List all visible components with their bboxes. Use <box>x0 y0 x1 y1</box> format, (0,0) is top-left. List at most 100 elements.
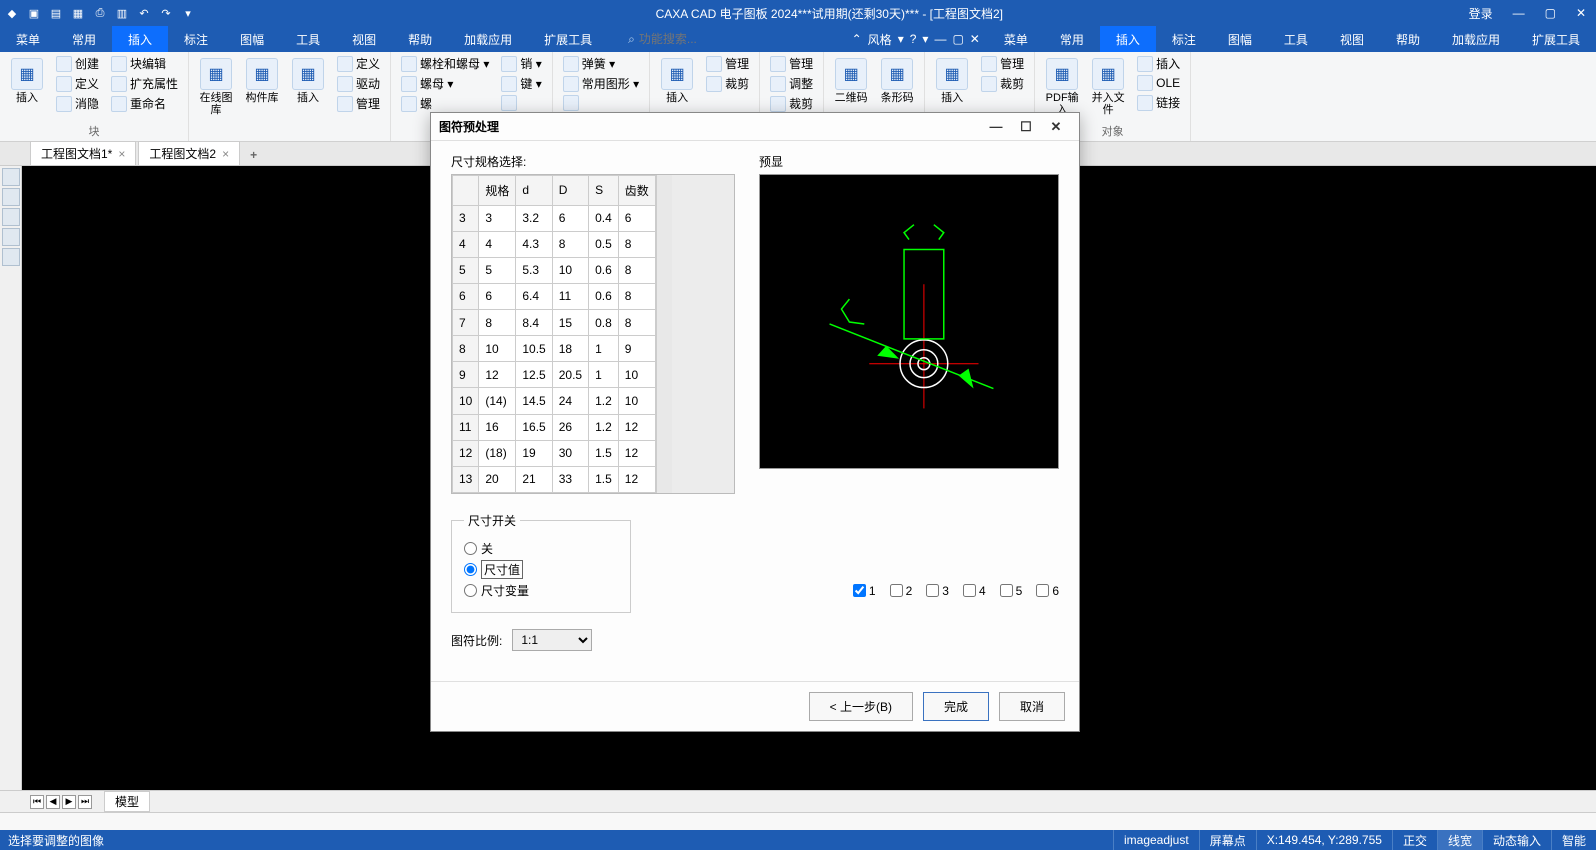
table-cell[interactable]: 5 <box>479 257 516 283</box>
table-row[interactable]: 788.4150.88 <box>453 310 656 336</box>
tool-icon[interactable] <box>2 188 20 206</box>
ribbon-small-button[interactable]: 管理 <box>702 54 753 73</box>
menu-item-3[interactable]: 标注 <box>168 26 224 52</box>
status-lineweight[interactable]: 线宽 <box>1437 830 1482 850</box>
ribbon-small-button[interactable]: 常用图形 ▾ <box>559 74 643 93</box>
table-cell[interactable]: 8 <box>618 283 655 309</box>
dialog-maximize-icon[interactable]: ☐ <box>1011 119 1041 135</box>
table-cell[interactable]: 18 <box>552 336 588 362</box>
ribbon-big-button[interactable]: ▦插入 <box>6 54 48 104</box>
view-check-4[interactable]: 4 <box>963 584 986 598</box>
ribbon-small-button[interactable]: 插入 <box>1133 54 1184 73</box>
style-dropdown[interactable]: ⌃风格▾ ?▾ — ▢ ✕ <box>844 31 988 48</box>
table-row[interactable]: 12(18)19301.512 <box>453 440 656 466</box>
table-cell[interactable]: 14.5 <box>516 388 552 414</box>
qat-open-icon[interactable]: ▤ <box>48 5 64 21</box>
table-cell[interactable]: 20.5 <box>552 362 588 388</box>
status-screen[interactable]: 屏幕点 <box>1199 830 1256 850</box>
menu-item[interactable]: 帮助 <box>1380 26 1436 52</box>
ribbon-small-button[interactable]: 块编辑 <box>107 54 182 73</box>
doc-close-icon[interactable]: ✕ <box>970 32 980 46</box>
table-cell[interactable]: 5.3 <box>516 257 552 283</box>
view-check-2[interactable]: 2 <box>890 584 913 598</box>
table-row[interactable]: 81010.51819 <box>453 336 656 362</box>
ribbon-small-button[interactable]: 创建 <box>52 54 103 73</box>
ribbon-small-button[interactable]: 驱动 <box>333 74 384 93</box>
menu-item[interactable]: 插入 <box>1100 26 1156 52</box>
ribbon-small-button[interactable]: 定义 <box>333 54 384 73</box>
qat-preview-icon[interactable]: ▥ <box>114 5 130 21</box>
table-cell[interactable]: 5 <box>453 257 479 283</box>
nav-last-icon[interactable]: ⏭ <box>78 795 92 809</box>
ribbon-small-button[interactable]: 调整 <box>766 74 817 93</box>
table-cell[interactable]: 8 <box>618 257 655 283</box>
menu-item[interactable]: 标注 <box>1156 26 1212 52</box>
table-row[interactable]: 333.260.46 <box>453 205 656 231</box>
menu-item-6[interactable]: 视图 <box>336 26 392 52</box>
ribbon-big-button[interactable]: ▦在线图库 <box>195 54 237 116</box>
search-input[interactable] <box>639 32 739 46</box>
table-cell[interactable]: 4.3 <box>516 231 552 257</box>
table-row[interactable]: 10(14)14.5241.210 <box>453 388 656 414</box>
menu-item-7[interactable]: 帮助 <box>392 26 448 52</box>
doc-tab[interactable]: 工程图文档2× <box>138 141 240 165</box>
close-icon[interactable]: ✕ <box>1570 4 1592 22</box>
menu-item-4[interactable]: 图幅 <box>224 26 280 52</box>
doc-minimize-icon[interactable]: — <box>934 32 946 46</box>
minimize-icon[interactable]: — <box>1507 4 1531 22</box>
login-button[interactable]: 登录 <box>1463 3 1499 24</box>
ribbon-big-button[interactable]: ▦并入文件 <box>1087 54 1129 116</box>
table-cell[interactable]: 19 <box>516 440 552 466</box>
status-dynamic[interactable]: 动态输入 <box>1482 830 1551 850</box>
table-cell[interactable]: 6 <box>552 205 588 231</box>
nav-first-icon[interactable]: ⏮ <box>30 795 44 809</box>
back-button[interactable]: < 上一步(B) <box>809 692 913 721</box>
table-cell[interactable]: 12 <box>453 440 479 466</box>
table-cell[interactable]: 7 <box>453 310 479 336</box>
table-cell[interactable]: 0.6 <box>589 257 619 283</box>
qat-print-icon[interactable]: ⎙ <box>92 5 108 21</box>
table-cell[interactable]: 10 <box>618 388 655 414</box>
status-ortho[interactable]: 正交 <box>1392 830 1437 850</box>
table-cell[interactable]: 1.2 <box>589 388 619 414</box>
ribbon-big-button[interactable]: ▦插入 <box>287 54 329 104</box>
nav-prev-icon[interactable]: ◀ <box>46 795 60 809</box>
menu-item[interactable]: 视图 <box>1324 26 1380 52</box>
table-cell[interactable]: 8 <box>479 310 516 336</box>
ribbon-big-button[interactable]: ▦插入 <box>931 54 973 104</box>
table-cell[interactable]: 3.2 <box>516 205 552 231</box>
table-row[interactable]: 444.380.58 <box>453 231 656 257</box>
table-row[interactable]: 91212.520.5110 <box>453 362 656 388</box>
tool-icon[interactable] <box>2 168 20 186</box>
table-cell[interactable]: (18) <box>479 440 516 466</box>
table-cell[interactable]: 1 <box>589 362 619 388</box>
table-header[interactable]: d <box>516 176 552 206</box>
radio-variable[interactable]: 尺寸变量 <box>464 582 618 599</box>
tab-close-icon[interactable]: × <box>118 147 125 161</box>
ribbon-small-button[interactable]: 螺母 ▾ <box>397 74 493 93</box>
table-cell[interactable]: 0.6 <box>589 283 619 309</box>
table-cell[interactable]: 0.8 <box>589 310 619 336</box>
ribbon-small-button[interactable]: 链接 <box>1133 93 1184 112</box>
table-cell[interactable]: 8 <box>453 336 479 362</box>
table-cell[interactable]: 16 <box>479 414 516 440</box>
table-cell[interactable]: 21 <box>516 466 552 492</box>
doc-restore-icon[interactable]: ▢ <box>952 32 963 46</box>
ribbon-small-button[interactable]: 裁剪 <box>977 74 1028 93</box>
table-cell[interactable]: 26 <box>552 414 588 440</box>
view-check-6[interactable]: 6 <box>1036 584 1059 598</box>
qat-more-icon[interactable]: ▾ <box>180 5 196 21</box>
table-cell[interactable]: 13 <box>453 466 479 492</box>
ribbon-small-button[interactable]: 重命名 <box>107 94 182 113</box>
view-check-1[interactable]: 1 <box>853 584 876 598</box>
qat-new-icon[interactable]: ▣ <box>26 5 42 21</box>
menu-item-8[interactable]: 加载应用 <box>448 26 528 52</box>
nav-next-icon[interactable]: ▶ <box>62 795 76 809</box>
tool-icon[interactable] <box>2 228 20 246</box>
table-cell[interactable]: 20 <box>479 466 516 492</box>
ribbon-small-button[interactable]: 管理 <box>333 94 384 113</box>
menu-item[interactable]: 图幅 <box>1212 26 1268 52</box>
table-cell[interactable]: 4 <box>453 231 479 257</box>
ribbon-small-button[interactable]: 管理 <box>766 54 817 73</box>
table-cell[interactable]: 24 <box>552 388 588 414</box>
